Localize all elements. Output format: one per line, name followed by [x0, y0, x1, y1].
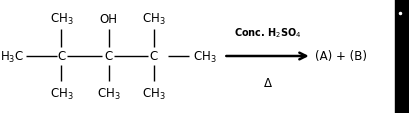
- Bar: [394, 0, 409, 113]
- Text: Δ: Δ: [263, 76, 271, 89]
- Text: CH$_3$: CH$_3$: [49, 86, 73, 101]
- Text: CH$_3$: CH$_3$: [142, 12, 165, 27]
- Text: H$_3$C: H$_3$C: [0, 49, 24, 64]
- Text: CH$_3$: CH$_3$: [142, 86, 165, 101]
- Text: C: C: [149, 50, 157, 63]
- Text: C: C: [104, 50, 112, 63]
- Text: CH$_3$: CH$_3$: [49, 12, 73, 27]
- Text: CH$_3$: CH$_3$: [192, 49, 216, 64]
- Text: Conc. H$_2$SO$_4$: Conc. H$_2$SO$_4$: [233, 26, 301, 40]
- Text: C: C: [57, 50, 65, 63]
- Text: (A) + (B): (A) + (B): [314, 50, 366, 63]
- Text: OH: OH: [99, 13, 117, 26]
- Text: CH$_3$: CH$_3$: [97, 86, 120, 101]
